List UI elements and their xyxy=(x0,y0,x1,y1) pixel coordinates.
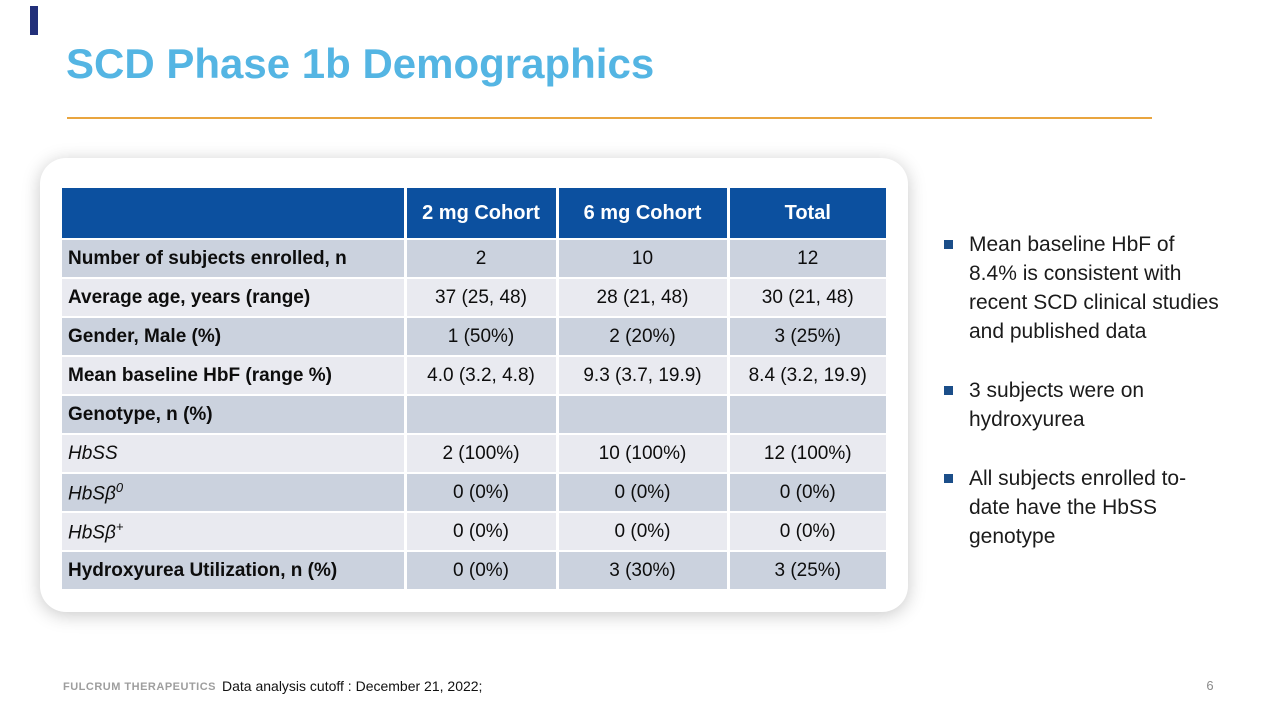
table-row: HbSS 2 (100%) 10 (100%) 12 (100%) xyxy=(62,434,886,474)
cell-value: 0 (0%) xyxy=(728,473,886,513)
company-logo: FULCRUM THERAPEUTICS xyxy=(63,681,216,693)
header-2mg-cohort: 2 mg Cohort xyxy=(405,188,559,240)
cell-value: 0 (0%) xyxy=(405,512,559,552)
page-number: 6 xyxy=(1206,678,1214,693)
cell-value: 0 (0%) xyxy=(728,512,886,552)
cell-value: 3 (30%) xyxy=(557,551,730,591)
cell-value: 0 (0%) xyxy=(405,473,559,513)
cell-value: 1 (50%) xyxy=(405,317,559,357)
cell-value: 9.3 (3.7, 19.9) xyxy=(557,356,730,396)
row-label: Genotype, n (%) xyxy=(62,395,407,435)
row-label-superscript: 0 xyxy=(115,479,124,495)
table-row: Hydroxyurea Utilization, n (%) 0 (0%) 3 … xyxy=(62,551,886,591)
key-points-list: Mean baseline HbF of 8.4% is consistent … xyxy=(944,230,1266,581)
footer-note: Data analysis cutoff : December 21, 2022… xyxy=(222,678,483,694)
row-label-genotype: HbSβ0 xyxy=(62,473,407,513)
table-row: Gender, Male (%) 1 (50%) 2 (20%) 3 (25%) xyxy=(62,317,886,357)
bullet-text: All subjects enrolled to- date have the … xyxy=(969,467,1187,548)
cell-value: 2 (100%) xyxy=(405,434,559,474)
cell-value: 4.0 (3.2, 4.8) xyxy=(405,356,559,396)
cell-value: 28 (21, 48) xyxy=(557,278,730,318)
top-accent-bar xyxy=(30,6,38,35)
cell-value: 2 (20%) xyxy=(557,317,730,357)
square-bullet-icon xyxy=(944,474,953,483)
cell-value: 12 (100%) xyxy=(728,434,886,474)
title-divider xyxy=(67,117,1152,119)
row-label: Mean baseline HbF (range %) xyxy=(62,356,407,396)
bullet-text: 3 subjects were on hydroxyurea xyxy=(969,379,1145,431)
cell-value xyxy=(728,395,886,435)
cell-value: 12 xyxy=(728,239,886,279)
row-label-base: HbSβ xyxy=(68,483,116,505)
square-bullet-icon xyxy=(944,386,953,395)
table-row: Average age, years (range) 37 (25, 48) 2… xyxy=(62,278,886,318)
row-label: Gender, Male (%) xyxy=(62,317,407,357)
cell-value: 30 (21, 48) xyxy=(728,278,886,318)
table-row: Mean baseline HbF (range %) 4.0 (3.2, 4.… xyxy=(62,356,886,396)
cell-value: 0 (0%) xyxy=(405,551,559,591)
list-item: All subjects enrolled to- date have the … xyxy=(944,464,1266,551)
list-item: Mean baseline HbF of 8.4% is consistent … xyxy=(944,230,1266,346)
cell-value: 3 (25%) xyxy=(728,551,886,591)
table-header-row: 2 mg Cohort 6 mg Cohort Total xyxy=(62,188,886,240)
header-6mg-cohort: 6 mg Cohort xyxy=(557,188,730,240)
cell-value: 2 xyxy=(405,239,559,279)
square-bullet-icon xyxy=(944,240,953,249)
table-row: Genotype, n (%) xyxy=(62,395,886,435)
row-label-superscript: + xyxy=(115,518,124,534)
table-row: HbSβ+ 0 (0%) 0 (0%) 0 (0%) xyxy=(62,512,886,552)
cell-value: 37 (25, 48) xyxy=(405,278,559,318)
row-label-genotype: HbSS xyxy=(62,434,407,474)
row-label: Hydroxyurea Utilization, n (%) xyxy=(62,551,407,591)
header-blank-cell xyxy=(62,188,407,240)
row-label: Average age, years (range) xyxy=(62,278,407,318)
demographics-card: 2 mg Cohort 6 mg Cohort Total Number of … xyxy=(40,158,908,612)
cell-value: 3 (25%) xyxy=(728,317,886,357)
cell-value: 0 (0%) xyxy=(557,512,730,552)
row-label: Number of subjects enrolled, n xyxy=(62,239,407,279)
header-total: Total xyxy=(728,188,886,240)
demographics-table: 2 mg Cohort 6 mg Cohort Total Number of … xyxy=(62,188,886,591)
cell-value: 0 (0%) xyxy=(557,473,730,513)
cell-value xyxy=(557,395,730,435)
cell-value xyxy=(405,395,559,435)
cell-value: 10 xyxy=(557,239,730,279)
row-label-base: HbSβ xyxy=(68,522,116,544)
page-title: SCD Phase 1b Demographics xyxy=(66,40,655,87)
cell-value: 10 (100%) xyxy=(557,434,730,474)
row-label-genotype: HbSβ+ xyxy=(62,512,407,552)
table-row: Number of subjects enrolled, n 2 10 12 xyxy=(62,239,886,279)
table-row: HbSβ0 0 (0%) 0 (0%) 0 (0%) xyxy=(62,473,886,513)
bullet-text: Mean baseline HbF of 8.4% is consistent … xyxy=(969,233,1219,343)
list-item: 3 subjects were on hydroxyurea xyxy=(944,376,1266,434)
cell-value: 8.4 (3.2, 19.9) xyxy=(728,356,886,396)
